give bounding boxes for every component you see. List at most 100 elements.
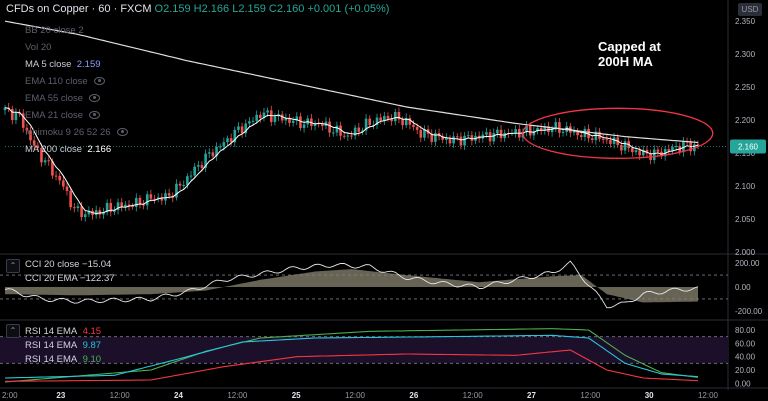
candle-body bbox=[251, 120, 255, 122]
candle-body bbox=[536, 128, 539, 132]
candle-body bbox=[631, 148, 634, 153]
candle-body bbox=[368, 118, 372, 125]
candle-body bbox=[353, 127, 357, 136]
candle-body bbox=[550, 129, 554, 133]
currency-badge[interactable]: USD bbox=[738, 3, 762, 16]
candle-body bbox=[397, 111, 401, 120]
candle-body bbox=[579, 135, 583, 138]
cci-tick-label: 200.00 bbox=[735, 259, 760, 268]
candle-body bbox=[193, 166, 196, 176]
candle-body bbox=[262, 112, 266, 118]
candle-body bbox=[492, 133, 496, 142]
candle-body bbox=[291, 120, 295, 123]
candle-body bbox=[554, 122, 558, 130]
cci-pane[interactable] bbox=[0, 260, 728, 309]
hidden-eye-icon[interactable] bbox=[89, 111, 101, 120]
candle-body bbox=[634, 150, 638, 153]
indicator-ma200[interactable]: MA 200 close 2.166 bbox=[25, 141, 128, 158]
indicator-bb[interactable]: BB 20 close 2 bbox=[25, 22, 128, 39]
candle-body bbox=[178, 183, 182, 186]
candle-body bbox=[36, 145, 40, 148]
rsi-pane[interactable] bbox=[0, 328, 728, 383]
candle-body bbox=[269, 110, 273, 122]
indicator-label: MA 5 close bbox=[25, 59, 72, 70]
candle-body bbox=[102, 212, 105, 215]
candle-body bbox=[248, 121, 251, 124]
candle-body bbox=[528, 125, 532, 136]
candle-body bbox=[452, 136, 455, 144]
price-tick-label: 2.100 bbox=[735, 182, 756, 191]
candle-body bbox=[434, 133, 437, 142]
candle-body bbox=[47, 160, 51, 162]
candle-body bbox=[423, 129, 426, 138]
candle-body bbox=[445, 137, 448, 140]
ma200-line bbox=[4, 20, 699, 144]
time-tick-label: 23 bbox=[56, 391, 65, 400]
indicator-legend: BB 20 close 2 Vol 20 MA 5 close 2.159 EM… bbox=[25, 22, 128, 158]
candle-body bbox=[10, 108, 14, 121]
time-tick-label: 24 bbox=[174, 391, 183, 400]
price-pane[interactable] bbox=[3, 20, 728, 222]
candle-body bbox=[594, 131, 598, 141]
last-price-tag bbox=[730, 139, 766, 154]
candle-body bbox=[623, 141, 627, 151]
candle-body bbox=[266, 110, 269, 113]
candle-body bbox=[652, 149, 656, 161]
hidden-eye-icon[interactable] bbox=[93, 77, 105, 86]
indicator-ma5[interactable]: MA 5 close 2.159 bbox=[25, 56, 128, 73]
indicator-ema110[interactable]: EMA 110 close bbox=[25, 73, 128, 90]
candle-body bbox=[572, 130, 576, 133]
indicator-value: 2.166 bbox=[87, 144, 112, 155]
candle-body bbox=[69, 190, 72, 208]
hidden-eye-icon[interactable] bbox=[89, 94, 101, 103]
candle-body bbox=[189, 175, 193, 177]
indicator-label: Vol 20 bbox=[25, 42, 52, 53]
candle-body bbox=[404, 118, 408, 126]
indicator-ichimoku[interactable]: Ichimoku 9 26 52 26 bbox=[25, 124, 128, 141]
candle-body bbox=[127, 204, 131, 207]
candle-body bbox=[514, 129, 517, 134]
rsi-tick-label: 40.00 bbox=[735, 353, 756, 362]
candle-body bbox=[539, 128, 543, 131]
candle-body bbox=[419, 129, 423, 138]
candle-body bbox=[131, 206, 134, 208]
indicator-value: 2.159 bbox=[76, 59, 101, 70]
indicator-ema55[interactable]: EMA 55 close bbox=[25, 90, 128, 107]
price-tick-label: 2.150 bbox=[735, 149, 756, 158]
candle-body bbox=[470, 135, 474, 141]
hidden-eye-icon[interactable] bbox=[116, 128, 128, 137]
indicator-ema21[interactable]: EMA 21 close bbox=[25, 107, 128, 124]
rsi-collapse-button[interactable]: ⌃ bbox=[6, 324, 20, 338]
time-tick-label: 12:00 bbox=[110, 391, 131, 400]
cci-collapse-button[interactable]: ⌃ bbox=[6, 259, 20, 273]
candle-body bbox=[124, 204, 127, 208]
candle-body bbox=[288, 117, 291, 123]
grid bbox=[0, 0, 768, 390]
candle-body bbox=[145, 194, 149, 206]
candle-body bbox=[200, 165, 204, 168]
indicator-vol[interactable]: Vol 20 bbox=[25, 39, 128, 56]
candle-body bbox=[226, 138, 229, 143]
candle-body bbox=[412, 124, 415, 127]
rsi-mid-label: RSI 14 EMA 9.87 bbox=[25, 340, 102, 351]
candle-body bbox=[43, 160, 47, 163]
candle-body bbox=[233, 129, 237, 143]
candle-body bbox=[182, 184, 186, 186]
candle-body bbox=[448, 137, 452, 144]
time-tick-label: 12:00 bbox=[227, 391, 248, 400]
symbol-title[interactable]: CFDs on Copper · 60 · FXCM bbox=[6, 3, 152, 15]
candle-body bbox=[532, 131, 536, 136]
candle-body bbox=[459, 136, 463, 146]
candle-body bbox=[153, 198, 156, 200]
candle-body bbox=[160, 197, 164, 201]
candle-body bbox=[525, 125, 528, 132]
rsi-fast-value: 4.15 bbox=[82, 326, 102, 337]
candle-body bbox=[240, 126, 244, 134]
candle-body bbox=[499, 129, 503, 139]
indicator-label: Ichimoku 9 26 52 26 bbox=[25, 127, 111, 138]
candle-body bbox=[116, 202, 120, 211]
indicator-label: BB 20 close 2 bbox=[25, 25, 84, 36]
candle-body bbox=[197, 165, 200, 167]
candle-body bbox=[211, 152, 215, 157]
candle-body bbox=[83, 214, 87, 218]
